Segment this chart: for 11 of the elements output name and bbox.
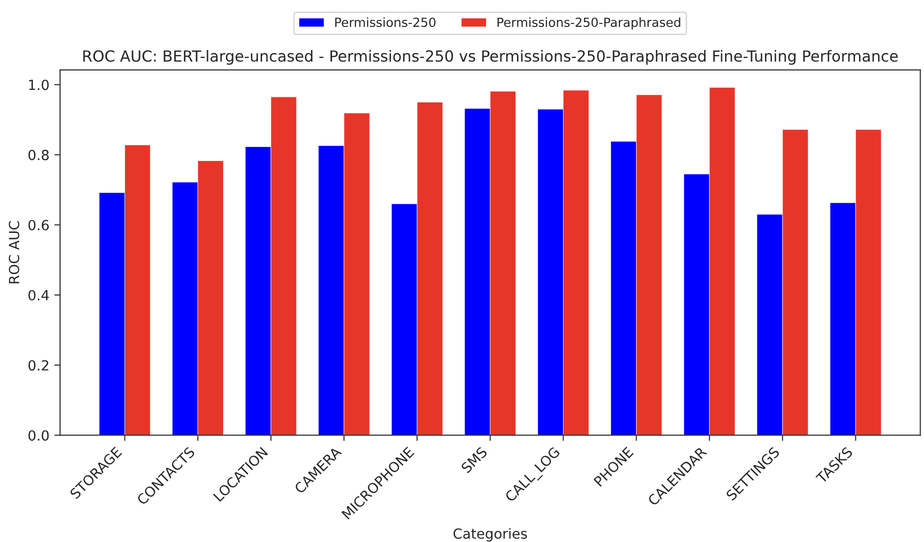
chart-title: ROC AUC: BERT-large-uncased - Permissions-250 vs Permissions-250-Paraphrased Fine-Tuning Performance bbox=[83, 50, 898, 65]
y-tick-label: 0.0 bbox=[28, 430, 49, 441]
x-axis-title: Categories bbox=[454, 528, 527, 542]
y-tick-label: 0.6 bbox=[28, 220, 49, 230]
y-axis-title: ROC AUC bbox=[8, 221, 20, 284]
y-tick-label: 1.0 bbox=[29, 80, 49, 90]
legend-label: Permissions-250 bbox=[335, 17, 436, 28]
y-tick-label: 0.4 bbox=[28, 290, 49, 300]
y-tick-label: 0.8 bbox=[28, 150, 49, 160]
legend-label: Permissions-250-Paraphrased bbox=[498, 17, 680, 30]
y-tick-label: 0.2 bbox=[28, 360, 48, 371]
